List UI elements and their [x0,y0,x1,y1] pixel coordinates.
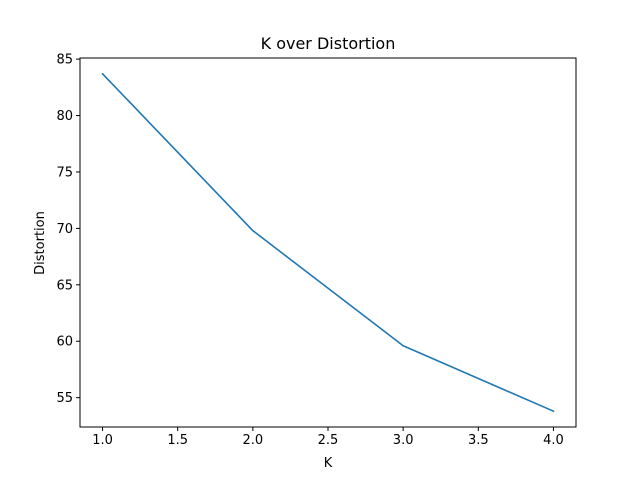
x-tick-label: 4.0 [543,433,564,448]
x-tick-label: 2.5 [318,433,339,448]
x-tick-label: 3.0 [393,433,414,448]
series-line-0 [101,73,555,413]
data-point [101,72,104,75]
y-tick-label: 55 [56,391,73,406]
x-axis-label: K [324,456,333,471]
y-tick-label: 75 [56,165,73,180]
data-point [252,229,254,232]
y-tick-label: 85 [56,53,73,68]
y-axis: 55 60 65 70 75 80 85 [56,53,80,406]
x-tick-label: 3.5 [468,433,489,448]
axes-frame [79,57,577,428]
x-tick-label: 1.5 [167,433,188,448]
y-tick-label: 70 [56,222,73,237]
chart-title: K over Distortion [261,34,396,53]
y-tick-label: 80 [56,109,73,124]
series-layer [101,72,555,413]
x-tick-label: 1.0 [92,433,113,448]
plot-area: 1.0 1.5 2.0 2.5 3.0 3.5 4.0 55 60 65 70 75 80 85 [56,53,577,448]
x-tick-label: 2.0 [243,433,264,448]
y-tick-label: 65 [56,278,73,293]
data-point [402,344,404,347]
x-axis: 1.0 1.5 2.0 2.5 3.0 3.5 4.0 [92,427,564,448]
y-tick-label: 60 [56,335,73,350]
data-point [552,410,555,413]
y-axis-label: Distortion [33,211,48,275]
